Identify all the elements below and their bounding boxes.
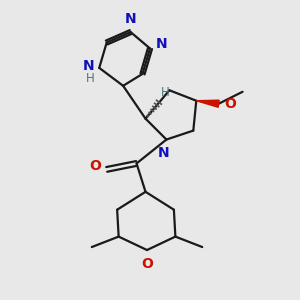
Text: N: N bbox=[156, 37, 168, 51]
Text: O: O bbox=[225, 97, 236, 111]
Text: N: N bbox=[125, 12, 136, 26]
Text: H: H bbox=[86, 72, 95, 85]
Text: H: H bbox=[161, 86, 170, 99]
Text: N: N bbox=[158, 146, 169, 160]
Text: N: N bbox=[83, 59, 95, 74]
Text: O: O bbox=[89, 159, 101, 173]
Text: O: O bbox=[141, 257, 153, 272]
Polygon shape bbox=[196, 100, 219, 107]
